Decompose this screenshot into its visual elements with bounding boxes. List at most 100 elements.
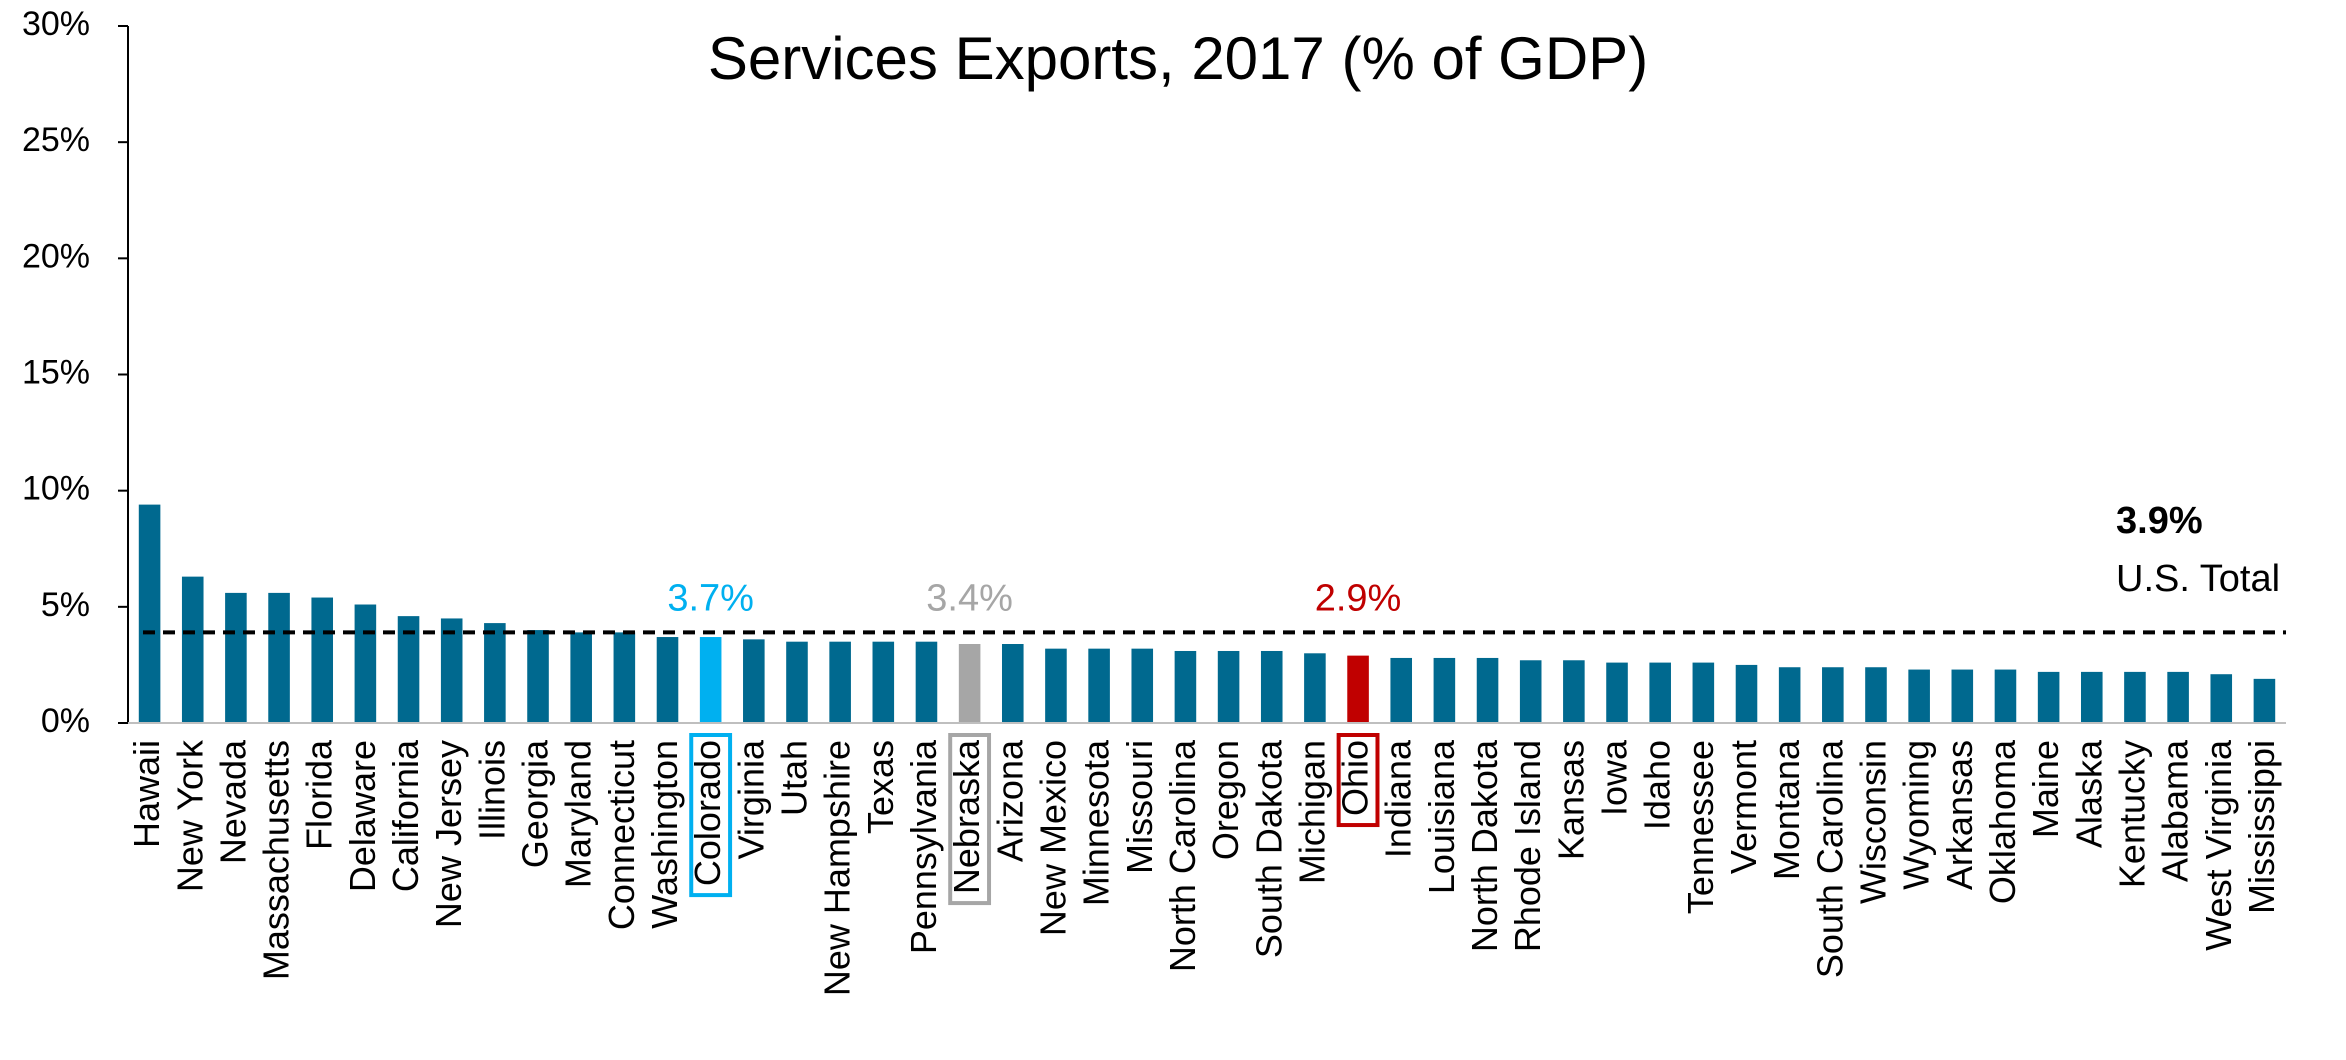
bar [1994, 669, 2017, 723]
bar [1045, 648, 1067, 723]
x-tick-label: Arizona [989, 739, 1030, 862]
x-tick-label: Alabama [2155, 739, 2196, 882]
x-tick-label: Washington [644, 740, 685, 929]
bar [1908, 669, 1930, 723]
x-tick-label: Virginia [730, 739, 771, 859]
bar [440, 618, 463, 723]
bar [1001, 644, 1024, 723]
highlight-box [1336, 733, 1380, 828]
x-tick-label: North Carolina [1162, 739, 1203, 972]
x-tick-label: North Dakota [1464, 739, 1505, 952]
y-tick-label: 0% [41, 702, 90, 740]
bar [1822, 667, 1844, 723]
bar [699, 637, 722, 723]
bar [1563, 660, 1585, 723]
bar [1433, 657, 1456, 723]
y-tick-label: 20% [22, 237, 90, 275]
x-tick-label: Rhode Island [1507, 740, 1548, 952]
bar [1951, 669, 1974, 723]
bar [268, 592, 290, 723]
x-tick-label: Connecticut [601, 740, 642, 930]
bar [1476, 657, 1499, 723]
bar [570, 632, 592, 723]
x-tick-label: Maine [2025, 740, 2066, 838]
bar [1347, 655, 1369, 723]
bar [613, 632, 636, 723]
bar [1217, 650, 1240, 723]
x-tick-label: Colorado [687, 740, 728, 886]
bar [2037, 671, 2060, 723]
x-tick-label: Delaware [342, 740, 383, 892]
y-tick-label: 25% [22, 121, 90, 159]
x-tick-label: Mississippi [2241, 740, 2282, 914]
x-tick-label: New Hampshire [817, 740, 858, 996]
x-tick-label: Tennessee [1680, 740, 1721, 914]
bar [1131, 648, 1154, 723]
bar [1304, 653, 1326, 723]
x-tick-label: Missouri [1119, 740, 1160, 874]
x-tick-label: Vermont [1723, 740, 1764, 874]
bar [2124, 671, 2146, 723]
bar [354, 604, 377, 723]
x-tick-label: Oklahoma [1982, 739, 2023, 904]
x-tick-label: Massachusetts [256, 740, 297, 980]
y-tick-label: 15% [22, 353, 90, 391]
x-tick-label: Nevada [212, 739, 253, 864]
x-tick-label: New Jersey [428, 740, 469, 928]
y-tick-label: 5% [41, 586, 90, 624]
x-tick-label: Illinois [471, 740, 512, 840]
bar [958, 644, 981, 723]
x-tick-label: Iowa [1594, 739, 1635, 816]
bar [2080, 671, 2103, 723]
bar [1174, 650, 1197, 723]
x-tick-label: Minnesota [1076, 739, 1117, 906]
x-tick-label: Florida [299, 739, 340, 850]
x-tick-label: South Carolina [1809, 739, 1850, 978]
x-tick-label: West Virginia [2198, 739, 2239, 951]
bar [872, 641, 895, 723]
bar [1692, 662, 1715, 723]
x-tick-label: Oregon [1205, 740, 1246, 860]
x-tick-label: New Mexico [1032, 740, 1073, 936]
bar [397, 616, 420, 723]
x-tick-label: Kentucky [2111, 740, 2152, 888]
x-tick-label: Texas [860, 740, 901, 834]
bar [1519, 660, 1542, 723]
x-tick-label: Michigan [1291, 740, 1332, 884]
bar [1088, 648, 1110, 723]
bar [2253, 678, 2276, 723]
highlight-box [689, 733, 733, 898]
data-label: 2.9% [1315, 577, 1402, 619]
x-tick-label: Nebraska [946, 739, 987, 894]
reference-value-label: 3.9% [2116, 500, 2203, 542]
x-tick-label: Wisconsin [1852, 740, 1893, 904]
bar [2210, 674, 2233, 723]
x-tick-label: Louisiana [1421, 739, 1462, 894]
x-tick-label: Idaho [1637, 740, 1678, 830]
bar [1606, 662, 1628, 723]
chart-title: Services Exports, 2017 (% of GDP) [708, 25, 1648, 92]
x-tick-label: Indiana [1378, 739, 1419, 858]
x-tick-label: Wyoming [1896, 740, 1937, 890]
x-tick-label: Utah [773, 740, 814, 816]
x-tick-label: California [385, 739, 426, 892]
y-tick-label: 10% [22, 470, 90, 508]
bar [786, 641, 808, 723]
bar [829, 641, 851, 723]
x-tick-label: Alaska [2068, 739, 2109, 848]
bar [1260, 650, 1283, 723]
x-tick-label: New York [169, 739, 210, 892]
bar [743, 639, 765, 723]
x-tick-label: Arkansas [1939, 740, 1980, 890]
reference-label: U.S. Total [2116, 558, 2280, 600]
y-tick-label: 30% [22, 5, 90, 43]
bar [1865, 667, 1887, 723]
bar [484, 623, 506, 723]
bar [1778, 667, 1801, 723]
highlight-box [948, 733, 992, 906]
bar [1735, 664, 1758, 723]
bar [181, 576, 204, 723]
x-tick-label: Hawaii [126, 740, 167, 848]
x-tick-label: Kansas [1550, 740, 1591, 860]
